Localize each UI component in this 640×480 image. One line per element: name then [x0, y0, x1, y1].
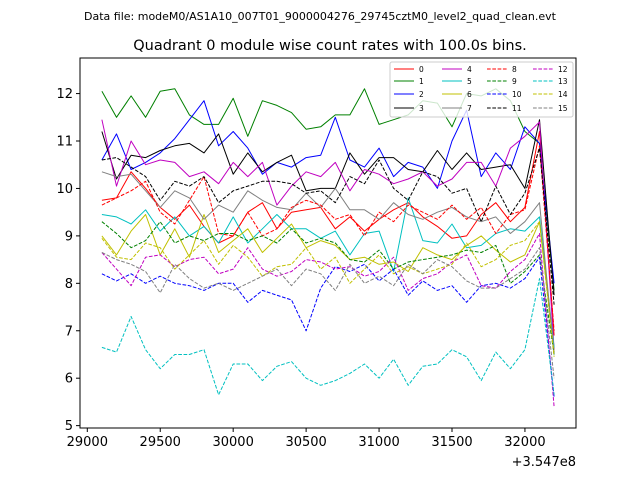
series-lines — [101, 88, 555, 407]
x-tick-label: 30000 — [212, 435, 253, 450]
legend-box — [389, 61, 574, 118]
series-line-2 — [101, 100, 555, 284]
y-tick-label: 6 — [65, 372, 73, 387]
legend-label-0: 0 — [419, 65, 424, 74]
series-line-6 — [101, 214, 555, 353]
x-tick-label: 31000 — [358, 435, 399, 450]
x-tick-label: 30500 — [285, 435, 326, 450]
legend-label-6: 6 — [467, 90, 472, 99]
y-tick-label: 8 — [65, 277, 73, 292]
y-tick-label: 11 — [56, 135, 73, 150]
legend-label-10: 10 — [512, 90, 522, 99]
series-line-10 — [101, 256, 555, 398]
plot-frame — [79, 57, 577, 429]
legend-label-11: 11 — [512, 104, 522, 113]
chart-suptitle: Data file: modeM0/AS1A10_007T01_90000042… — [84, 10, 557, 23]
series-line-3 — [101, 119, 555, 296]
y-tick-label: 12 — [56, 87, 73, 102]
legend-label-1: 1 — [419, 77, 424, 86]
y-tick-label: 7 — [65, 324, 73, 339]
y-tick-label: 10 — [56, 182, 73, 197]
legend-label-8: 8 — [512, 65, 517, 74]
legend-label-3: 3 — [419, 104, 424, 113]
y-ticks: 5 6 7 8 9 10 11 12 — [56, 87, 80, 434]
legend-label-4: 4 — [467, 65, 472, 74]
series-line-14 — [101, 221, 555, 357]
series-line-11 — [101, 147, 555, 305]
legend-label-2: 2 — [419, 90, 424, 99]
x-tick-label: 31500 — [431, 435, 472, 450]
x-tick-label: 29000 — [67, 435, 108, 450]
series-line-12 — [101, 233, 555, 407]
y-tick-label: 9 — [65, 229, 73, 244]
series-line-0 — [101, 131, 555, 336]
series-line-15 — [101, 247, 555, 379]
legend-label-15: 15 — [558, 104, 568, 113]
x-tick-label: 29500 — [140, 435, 181, 450]
series-line-4 — [101, 119, 555, 350]
x-tick-label: 32000 — [504, 435, 545, 450]
x-ticks: 29000 29500 30000 30500 31000 31500 32000 — [67, 428, 546, 450]
legend-label-9: 9 — [512, 77, 517, 86]
legend-label-13: 13 — [558, 77, 568, 86]
series-line-1 — [101, 88, 555, 291]
legend-label-12: 12 — [558, 65, 568, 74]
x-offset-label: +3.547e8 — [512, 455, 576, 470]
legend-label-14: 14 — [558, 90, 568, 99]
series-line-7 — [101, 171, 555, 355]
series-line-8 — [101, 145, 555, 331]
legend-label-7: 7 — [467, 104, 472, 113]
series-line-9 — [101, 221, 555, 355]
y-tick-label: 5 — [65, 419, 73, 434]
legend-label-5: 5 — [467, 77, 472, 86]
chart-title: Quadrant 0 module wise count rates with … — [133, 38, 527, 54]
series-line-13 — [101, 278, 555, 396]
